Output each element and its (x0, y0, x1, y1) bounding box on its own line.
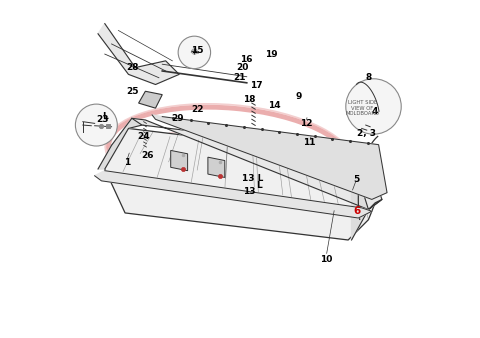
Text: 12: 12 (300, 119, 312, 128)
Circle shape (346, 79, 401, 134)
Text: inc.: inc. (266, 166, 281, 175)
Text: 20: 20 (236, 63, 249, 72)
Circle shape (75, 104, 117, 146)
Polygon shape (105, 128, 375, 240)
Text: 11: 11 (303, 139, 315, 147)
Text: SPECIALISTS: SPECIALISTS (145, 147, 315, 180)
Polygon shape (95, 171, 372, 218)
Polygon shape (152, 115, 387, 199)
Text: 26: 26 (141, 151, 153, 160)
Text: 1: 1 (124, 158, 130, 167)
Text: 25: 25 (127, 87, 139, 96)
Text: 19: 19 (265, 50, 277, 58)
Text: L: L (256, 181, 262, 190)
Text: 22: 22 (192, 105, 204, 114)
Text: 10: 10 (320, 255, 332, 264)
Text: 13 L: 13 L (242, 174, 263, 183)
Text: 5: 5 (353, 175, 360, 184)
Circle shape (178, 36, 211, 69)
Text: 28: 28 (126, 63, 139, 72)
Text: 9: 9 (296, 92, 302, 101)
Polygon shape (208, 157, 225, 177)
Text: 21: 21 (233, 73, 246, 82)
Text: 24: 24 (137, 132, 150, 141)
Text: 17: 17 (250, 81, 263, 90)
Text: L: L (103, 112, 112, 121)
Polygon shape (98, 24, 179, 84)
Polygon shape (132, 118, 382, 210)
Text: 15: 15 (192, 46, 204, 55)
Text: EQUIPMENT: EQUIPMENT (165, 131, 295, 156)
Text: 13: 13 (243, 188, 255, 196)
Text: LIGHT SIDE
VIEW OF
MOLDBOARD: LIGHT SIDE VIEW OF MOLDBOARD (345, 100, 379, 117)
Polygon shape (351, 155, 382, 240)
Polygon shape (98, 118, 142, 169)
Text: 2, 3: 2, 3 (357, 129, 376, 138)
Text: 6: 6 (353, 206, 360, 216)
Polygon shape (139, 91, 162, 108)
Text: 18: 18 (243, 95, 255, 103)
Text: 4: 4 (372, 107, 378, 116)
Text: 8: 8 (365, 73, 372, 82)
Text: 23: 23 (96, 116, 108, 124)
Text: 16: 16 (240, 55, 253, 64)
Polygon shape (171, 150, 188, 171)
Text: 14: 14 (268, 101, 281, 110)
Text: 29: 29 (171, 115, 184, 123)
